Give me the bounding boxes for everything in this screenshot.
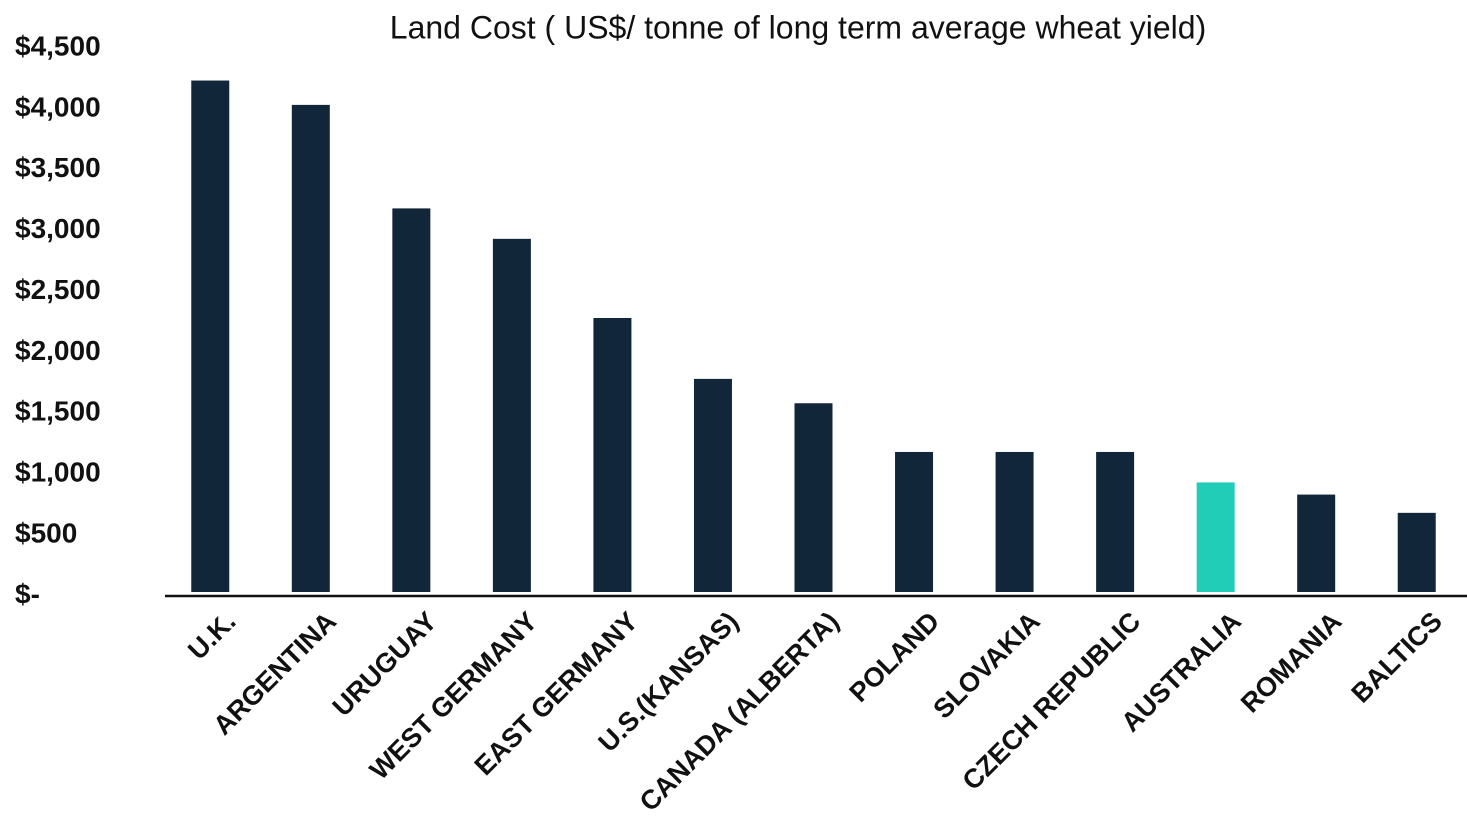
bar [995,451,1034,592]
x-tick-label: POLAND [843,606,945,708]
y-tick-label: $1,000 [15,457,101,488]
y-tick-label: $2,000 [15,335,101,366]
x-tick-label: CANADA (ALBERTA) [634,606,845,817]
x-tick-label: WEST GERMANY [364,606,543,785]
bar [794,403,833,592]
bar [1397,512,1436,592]
bar [1297,494,1336,592]
y-tick-label: $3,500 [15,152,101,183]
bar [693,378,732,592]
bar [492,238,531,592]
bar [392,208,431,592]
chart-title: Land Cost ( US$/ tonne of long term aver… [390,9,1206,45]
y-tick-label: $500 [15,518,77,549]
x-tick-label: CZECH REPUBLIC [957,606,1147,796]
bar [191,80,230,593]
y-tick-label: $3,000 [15,213,101,244]
y-tick-label: $2,500 [15,274,101,305]
bar [895,451,934,592]
x-tick-label: BALTICS [1345,606,1448,709]
bar [593,318,632,592]
bar [291,104,330,592]
y-tick-label: $4,000 [15,91,101,122]
bar [1196,482,1235,592]
y-tick-label: $- [15,578,40,609]
x-tick-label: ROMANIA [1235,606,1347,718]
bar [1096,451,1135,592]
x-tick-label: U.K. [182,606,241,665]
y-tick-label: $1,500 [15,396,101,427]
y-tick-label: $4,500 [15,30,101,61]
